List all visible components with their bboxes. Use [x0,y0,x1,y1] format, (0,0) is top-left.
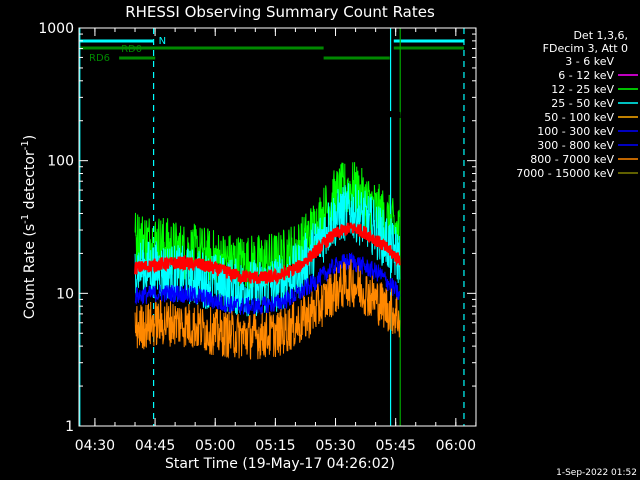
x-tick-label: 05:30 [315,438,355,454]
legend-header: Det 1,3,6, [573,29,628,42]
legend-entry-label: 12 - 25 keV [551,83,614,96]
y-label-sup2: -1 [20,140,31,150]
chart-title: RHESSI Observing Summary Count Rates [125,3,435,21]
series-line-3-6kev [134,107,401,120]
legend-entry-label: 3 - 6 keV [565,55,614,68]
flag-bars: N RD0 RD6 [79,36,464,64]
legend-entry-label: 7000 - 15000 keV [516,167,614,180]
legend-header: FDecim 3, Att 0 [543,42,628,55]
x-tick-label: 06:00 [436,438,476,454]
x-tick-label: 05:00 [195,438,235,454]
footer-timestamp: 1-Sep-2022 01:52 [556,468,637,478]
legend-entry-label: 100 - 300 keV [537,125,614,138]
series-line [134,162,400,292]
legend-entry-label: 6 - 12 keV [558,69,614,82]
y-label-sup1: -1 [20,214,31,224]
x-tick-label: 05:15 [255,438,295,454]
legend-entry-label: 50 - 100 keV [544,111,614,124]
x-tick-label: 04:45 [135,438,175,454]
legend-entry-label: 300 - 800 keV [537,139,614,152]
x-tick-label: 04:30 [75,438,115,454]
y-label-end: ) [22,135,38,140]
flag-label-n: N [159,36,166,47]
plot-frame [78,27,477,427]
y-axis-label: Count Rate (s-1 detector-1) [20,135,38,319]
y-tick-label: 100 [47,154,74,170]
legend-entry-label: 800 - 7000 keV [530,153,614,166]
y-tick-label: 1000 [38,21,74,37]
flag-label-rd0: RD0 [121,44,142,55]
axes: 04:30 04:45 05:00 05:15 05:30 05:45 06:00 1 10 10… [38,21,477,454]
y-tick-label: 1 [65,419,74,435]
data-series [134,106,401,360]
y-label-main: Count Rate (s [22,224,38,319]
legend-entry-label: 25 - 50 keV [551,97,614,110]
series-line [134,252,401,316]
y-tick-label: 10 [56,286,74,302]
series-line [134,259,401,360]
series-line [134,222,401,286]
flag-label-rd6: RD6 [89,53,110,64]
y-label-mid: detector [22,150,38,214]
x-tick-label: 05:45 [375,438,415,454]
x-axis-label: Start Time (19-May-17 04:26:02) [165,456,395,472]
